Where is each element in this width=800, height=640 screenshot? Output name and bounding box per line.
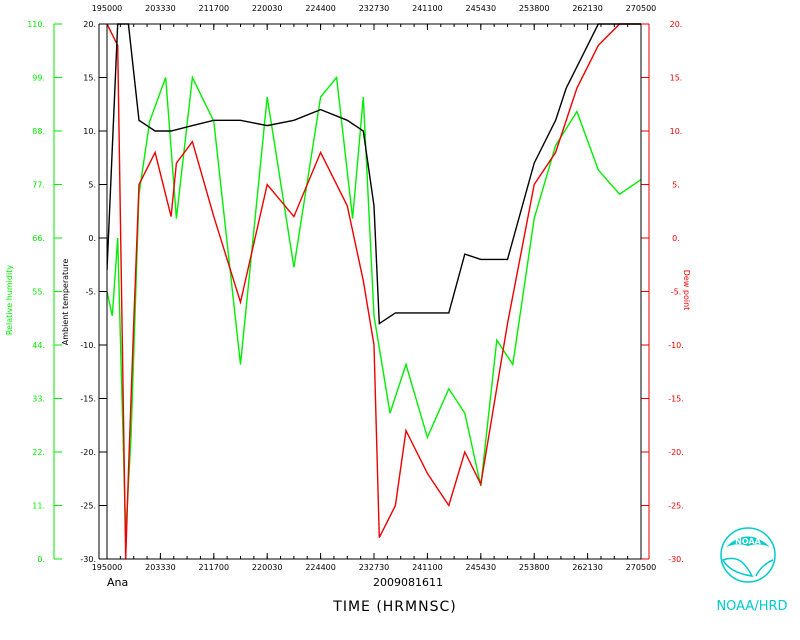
dew-point-tick-label: 5. (672, 181, 680, 190)
temperature-axis: 20. 15. 10. 5. 0. -5. -10. -15. -20. -25. -30. Ambi… (61, 20, 107, 564)
humidity-axis-title: Relative humidity (5, 265, 14, 335)
temperature-tick-label: 10. (83, 127, 96, 136)
noaa-logo: NOAA NOAA/HRD (712, 524, 792, 614)
time-tick-label-bottom: 270500 (626, 563, 657, 572)
dew-point-tick-label: -5. (671, 288, 682, 297)
time-tick-label-top: 203330 (145, 4, 176, 13)
x-axis-title: TIME (HRMNSC) (332, 599, 456, 615)
humidity-tick-label: 33. (32, 395, 45, 404)
humidity-tick-label: 88. (32, 127, 45, 136)
humidity-tick-label: 66. (32, 234, 45, 243)
temperature-tick-label: -20. (80, 448, 96, 457)
dew-point-tick-label: 0. (672, 234, 680, 243)
dew-point-tick-label: -20. (668, 448, 684, 457)
dew-point-tick-label: 20. (670, 20, 683, 29)
humidity-tick-label: 77. (32, 181, 45, 190)
dew-point-tick-label: -15. (668, 395, 684, 404)
time-tick-label-top: 253800 (519, 4, 550, 13)
humidity-tick-label: 110. (27, 20, 45, 29)
time-tick-label-bottom: 211700 (199, 563, 230, 572)
time-tick-label-top: 195000 (92, 4, 123, 13)
temperature-tick-label: 15. (83, 74, 96, 83)
dew-point-axis-title: Dew point (682, 270, 691, 311)
humidity-axis: 110. 99. 88. 77. 66. 55. 44. 33. 22. 11. 0. Relativ… (5, 20, 62, 564)
date-label: 2009081611 (373, 576, 443, 589)
time-tick-label-bottom: 195000 (92, 563, 123, 572)
temperature-tick-label: -25. (80, 502, 96, 511)
temperature-tick-label: -5. (85, 288, 96, 297)
humidity-tick-label: 11. (32, 502, 45, 511)
noaa-caption: NOAA/HRD (716, 599, 787, 614)
time-tick-label-bottom: 241100 (412, 563, 443, 572)
humidity-tick-label: 55. (32, 288, 45, 297)
dew-point-line (107, 23, 641, 560)
time-tick-label-bottom: 245430 (466, 563, 497, 572)
storm-label: Ana (107, 576, 128, 589)
temperature-tick-label: -10. (80, 341, 96, 350)
ambient-temperature-line (107, 23, 641, 325)
noaa-emblem-icon: NOAA (720, 527, 776, 583)
time-tick-label-top: 220030 (252, 4, 283, 13)
time-tick-label-bottom: 203330 (145, 563, 176, 572)
dew-point-tick-label: -30. (668, 555, 684, 564)
humidity-tick-label: 22. (32, 448, 45, 457)
time-tick-label-bottom: 232730 (359, 563, 390, 572)
dew-point-tick-label: 10. (670, 127, 683, 136)
temperature-tick-label: 5. (88, 181, 96, 190)
temperature-tick-label: -15. (80, 395, 96, 404)
temperature-tick-label: -30. (80, 555, 96, 564)
time-tick-label-bottom: 220030 (252, 563, 283, 572)
time-tick-label-bottom: 262130 (572, 563, 603, 572)
dew-point-tick-label: -25. (668, 502, 684, 511)
humidity-tick-label: 44. (32, 341, 45, 350)
time-tick-label-top: 211700 (199, 4, 230, 13)
series-layer (107, 23, 641, 560)
temperature-tick-label: 0. (88, 234, 96, 243)
time-tick-label-top: 270500 (626, 4, 657, 13)
dew-point-axis: 20. 15. 10. 5. 0. -5. -10. -15. -20. -25. -30. Dew … (641, 20, 691, 564)
relative-humidity-line (107, 75, 641, 535)
noaa-emblem-text: NOAA (735, 537, 761, 546)
temperature-tick-label: 20. (83, 20, 96, 29)
time-axis: 195000 195000 203330 203330 211700 211700 2200… (92, 4, 657, 572)
time-tick-label-top: 245430 (466, 4, 497, 13)
dew-point-tick-label: -10. (668, 341, 684, 350)
time-tick-label-top: 224400 (305, 4, 336, 13)
humidity-tick-label: 0. (37, 555, 45, 564)
plot-frame (106, 23, 642, 560)
time-tick-label-top: 241100 (412, 4, 443, 13)
humidity-tick-label: 99. (32, 74, 45, 83)
time-tick-label-top: 232730 (359, 4, 390, 13)
time-tick-label-bottom: 253800 (519, 563, 550, 572)
time-tick-label-top: 262130 (572, 4, 603, 13)
temperature-axis-title: Ambient temperature (61, 259, 70, 346)
time-tick-label-bottom: 224400 (305, 563, 336, 572)
dew-point-tick-label: 15. (670, 74, 683, 83)
